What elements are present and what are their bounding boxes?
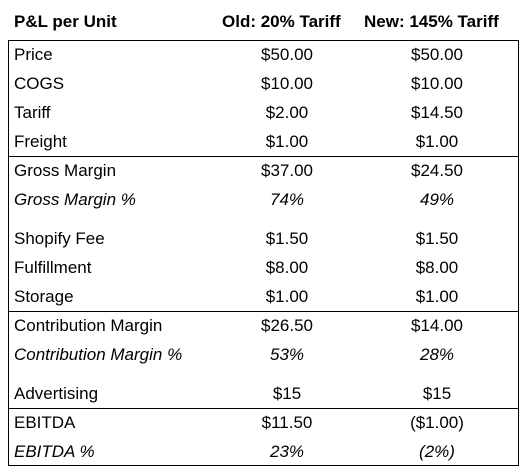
row-freight: Freight $1.00 $1.00 bbox=[0, 127, 526, 156]
row-label: Price bbox=[14, 45, 53, 64]
new-value: $1.50 bbox=[415, 229, 459, 248]
row-label: Advertising bbox=[14, 384, 99, 403]
new-value: $14.00 bbox=[411, 316, 463, 335]
row-shopify-fee: Shopify Fee $1.50 $1.50 bbox=[0, 224, 526, 253]
row-label: Freight bbox=[14, 132, 67, 151]
divider-ebitda bbox=[8, 408, 519, 409]
new-value: $50.00 bbox=[411, 45, 463, 64]
table-header: P&L per Unit Old: 20% Tariff New: 145% T… bbox=[0, 0, 526, 40]
new-value: ($1.00) bbox=[410, 413, 464, 432]
divider-gross-margin bbox=[8, 156, 519, 157]
row-label: Contribution Margin % bbox=[14, 345, 183, 364]
old-value: $1.00 bbox=[265, 132, 309, 151]
old-value: $50.00 bbox=[261, 45, 313, 64]
new-value: $24.50 bbox=[411, 161, 463, 180]
new-value: $1.00 bbox=[415, 132, 459, 151]
row-ebitda: EBITDA $11.50 ($1.00) bbox=[0, 408, 526, 437]
row-storage: Storage $1.00 $1.00 bbox=[0, 282, 526, 311]
row-fulfillment: Fulfillment $8.00 $8.00 bbox=[0, 253, 526, 282]
row-label: Shopify Fee bbox=[14, 229, 105, 248]
header-new-tariff: New: 145% Tariff bbox=[364, 12, 499, 31]
new-value: $14.50 bbox=[411, 103, 463, 122]
row-contribution-margin: Contribution Margin $26.50 $14.00 bbox=[0, 311, 526, 340]
row-advertising: Advertising $15 $15 bbox=[0, 379, 526, 408]
new-value: $10.00 bbox=[411, 74, 463, 93]
row-label: Fulfillment bbox=[14, 258, 92, 277]
old-value: $11.50 bbox=[261, 413, 313, 432]
old-value: 74% bbox=[269, 190, 305, 209]
row-label: Storage bbox=[14, 287, 74, 306]
row-price: Price $50.00 $50.00 bbox=[0, 40, 526, 69]
row-tariff: Tariff $2.00 $14.50 bbox=[0, 98, 526, 127]
old-value: 53% bbox=[269, 345, 305, 364]
row-contribution-margin-pct: Contribution Margin % 53% 28% bbox=[0, 340, 526, 369]
old-value: $10.00 bbox=[261, 74, 313, 93]
row-label: Gross Margin % bbox=[14, 190, 136, 209]
old-value: $37.00 bbox=[261, 161, 313, 180]
row-gross-margin: Gross Margin $37.00 $24.50 bbox=[0, 156, 526, 185]
row-ebitda-pct: EBITDA % 23% (2%) bbox=[0, 437, 526, 466]
old-value: $8.00 bbox=[265, 258, 309, 277]
row-label: Tariff bbox=[14, 103, 51, 122]
new-value: $8.00 bbox=[415, 258, 459, 277]
header-old-tariff: Old: 20% Tariff bbox=[222, 12, 341, 31]
divider-contribution-margin bbox=[8, 311, 519, 312]
row-label: EBITDA % bbox=[14, 442, 95, 461]
old-value: $15 bbox=[272, 384, 302, 403]
old-value: $2.00 bbox=[265, 103, 309, 122]
new-value: (2%) bbox=[419, 442, 455, 461]
row-label: COGS bbox=[14, 74, 65, 93]
row-cogs: COGS $10.00 $10.00 bbox=[0, 69, 526, 98]
row-label: Contribution Margin bbox=[14, 316, 163, 335]
new-value: 28% bbox=[419, 345, 455, 364]
new-value: $1.00 bbox=[415, 287, 459, 306]
row-gross-margin-pct: Gross Margin % 74% 49% bbox=[0, 185, 526, 214]
row-label: Gross Margin bbox=[14, 161, 117, 180]
table-border bbox=[8, 40, 519, 466]
header-pl-per-unit: P&L per Unit bbox=[14, 12, 117, 31]
new-value: $15 bbox=[422, 384, 452, 403]
old-value: 23% bbox=[269, 442, 305, 461]
old-value: $26.50 bbox=[261, 316, 313, 335]
row-label: EBITDA bbox=[14, 413, 76, 432]
new-value: 49% bbox=[419, 190, 455, 209]
old-value: $1.50 bbox=[265, 229, 309, 248]
old-value: $1.00 bbox=[265, 287, 309, 306]
